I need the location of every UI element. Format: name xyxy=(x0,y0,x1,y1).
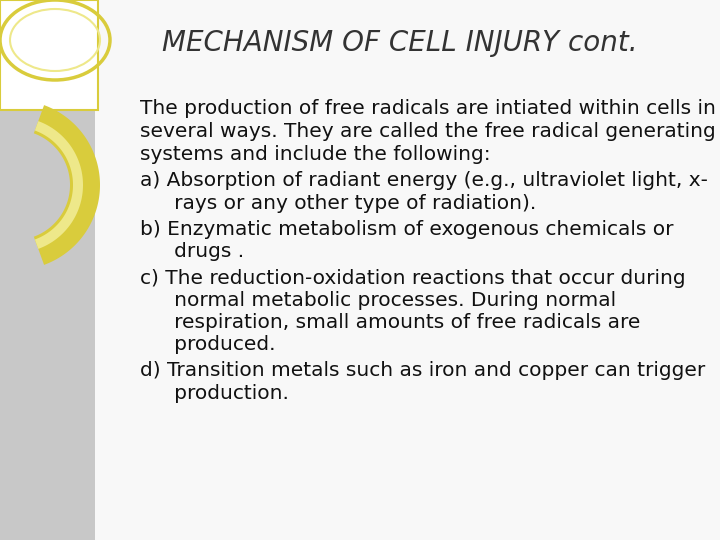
Bar xyxy=(95,0,720,540)
Text: rays or any other type of radiation).: rays or any other type of radiation). xyxy=(155,193,536,213)
Polygon shape xyxy=(34,105,100,265)
Text: b) Enzymatic metabolism of exogenous chemicals or: b) Enzymatic metabolism of exogenous che… xyxy=(140,220,674,239)
Polygon shape xyxy=(35,121,83,249)
Text: a) Absorption of radiant energy (e.g., ultraviolet light, x-: a) Absorption of radiant energy (e.g., u… xyxy=(140,171,708,191)
Text: respiration, small amounts of free radicals are: respiration, small amounts of free radic… xyxy=(155,313,640,332)
Text: The production of free radicals are intiated within cells in: The production of free radicals are inti… xyxy=(140,98,716,118)
Bar xyxy=(0,0,95,540)
Text: production.: production. xyxy=(155,383,289,403)
Text: drugs .: drugs . xyxy=(155,242,244,261)
Text: normal metabolic processes. During normal: normal metabolic processes. During norma… xyxy=(155,291,616,310)
Text: several ways. They are called the free radical generating: several ways. They are called the free r… xyxy=(140,122,716,141)
Text: MECHANISM OF CELL INJURY cont.: MECHANISM OF CELL INJURY cont. xyxy=(162,29,638,57)
Text: systems and include the following:: systems and include the following: xyxy=(140,145,491,164)
Bar xyxy=(0,0,98,110)
Text: produced.: produced. xyxy=(155,335,275,354)
Text: c) The reduction-oxidation reactions that occur during: c) The reduction-oxidation reactions tha… xyxy=(140,268,686,288)
Text: d) Transition metals such as iron and copper can trigger: d) Transition metals such as iron and co… xyxy=(140,361,706,381)
